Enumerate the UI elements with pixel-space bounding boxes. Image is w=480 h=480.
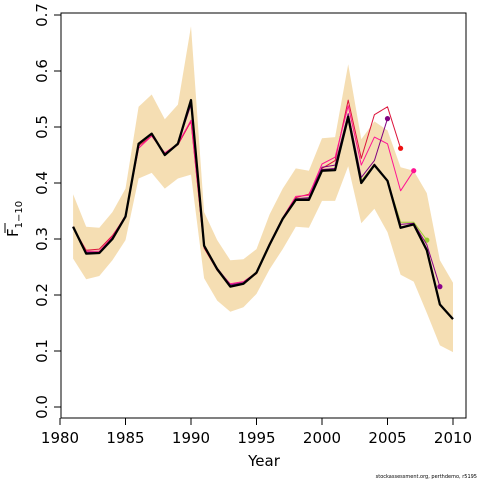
y-axis-title-main: F: [4, 228, 22, 237]
y-tick-label-7: 0.7: [33, 3, 51, 27]
y-tick-label-0: 0.0: [33, 395, 51, 419]
y-axis-title: F1−10: [4, 201, 25, 237]
series-end-point-3: [384, 116, 391, 122]
y-tick-label-4: 0.4: [33, 171, 51, 195]
x-tick-label-2005: 2005: [368, 429, 406, 447]
plot-area: [72, 26, 454, 353]
x-axis: 1980 1985 1990 1995 2000 2005 2010: [41, 418, 472, 447]
confidence-band: [73, 26, 453, 353]
credit-text: stockassessment.org, perthdemo, r5195: [376, 474, 477, 480]
y-tick-label-6: 0.6: [33, 59, 51, 83]
y-tick-label-1: 0.1: [33, 339, 51, 363]
series-end-point-4: [424, 237, 430, 243]
x-tick-label-2000: 2000: [303, 429, 341, 447]
x-tick-label-1980: 1980: [41, 429, 79, 447]
series-line-6: [72, 98, 454, 320]
series-end-point-2: [411, 168, 417, 174]
y-tick-label-3: 0.3: [33, 227, 51, 251]
x-tick-label-1995: 1995: [237, 429, 275, 447]
x-tick-label-1990: 1990: [172, 429, 210, 447]
y-axis-title-subscript: 1−10: [14, 201, 25, 228]
x-tick-label-2010: 2010: [434, 429, 472, 447]
y-tick-label-5: 0.5: [33, 115, 51, 139]
plot-frame: [60, 12, 467, 419]
y-axis: 0.0 0.1 0.2 0.3 0.4 0.5 0.6 0.7: [33, 3, 61, 419]
series-end-point-1: [398, 145, 404, 151]
x-tick-label-1985: 1985: [106, 429, 144, 447]
series-end-point-5: [437, 284, 443, 290]
x-axis-title: Year: [247, 452, 281, 470]
y-tick-label-2: 0.2: [33, 283, 51, 307]
